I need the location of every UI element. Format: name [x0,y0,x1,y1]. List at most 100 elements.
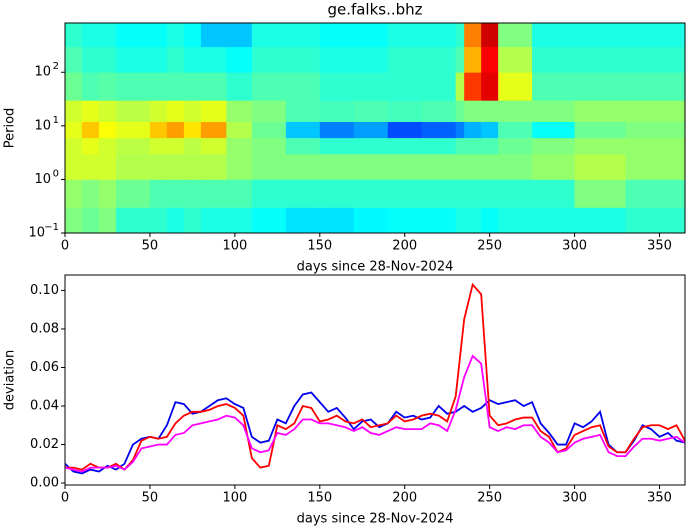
heatmap-cell [98,179,117,208]
heatmap-cell [353,46,389,73]
heatmap-cell [455,23,465,48]
heatmap-cell [574,46,626,73]
heatmap-cell [115,72,151,101]
data-line [65,391,685,475]
heatmap-cell [464,72,482,101]
heatmap-cell [115,153,151,180]
heatmap-cell [387,72,423,101]
heatmap-cell [421,179,457,208]
y-tick-exponent: 2 [53,61,59,72]
heatmap-cell [353,137,389,155]
heatmap-cell [285,46,321,73]
heatmap-cell [464,137,482,155]
heatmap-cell [532,153,575,180]
heatmap-cell [65,137,83,155]
heatmap-cell [464,153,482,180]
heatmap-cell [251,72,287,101]
heatmap-cell [319,23,355,48]
heatmap-cell [65,179,83,208]
heatmap-cell [574,121,626,139]
heatmap-cell [98,23,117,48]
heatmap-cell [532,179,575,208]
heatmap-cell [285,23,321,48]
heatmap-cell [353,72,389,101]
heatmap-cell [455,72,465,101]
heatmap-cell [200,137,227,155]
plot-area [65,282,685,475]
heatmap-cell [251,153,287,180]
heatmap-cell [387,100,423,122]
heatmap-cell [481,100,499,122]
heatmap-cell [81,137,100,155]
heatmap-cell [200,72,227,101]
heatmap-cell [455,100,465,122]
heatmap-cell [464,121,482,139]
heatmap-cell [251,137,287,155]
heatmap-cell [464,46,482,73]
heatmap-cell [81,179,100,208]
heatmap-cell [98,100,117,122]
heatmap-cell [455,153,465,180]
heatmap-cell [532,23,575,48]
heatmap-cell [319,46,355,73]
heatmap-cell [498,100,533,122]
x-tick-label: 300 [562,491,587,506]
heatmap-cell [200,179,227,208]
x-axis-label: days since 28-Nov-2024 [297,512,454,527]
heatmap-cell [200,23,227,48]
heatmap-cell [115,23,151,48]
heatmap-cell [285,137,321,155]
heatmap-cell [65,121,83,139]
heatmap-cell [115,179,151,208]
heatmap-cell [498,72,533,101]
heatmap-cell [464,207,482,233]
y-tick-exponent: 1 [53,115,59,126]
heatmap-cell [532,46,575,73]
heatmap-cell [183,137,202,155]
heatmap-cell [226,207,253,233]
heatmap-cell [115,207,151,233]
heatmap-cell [481,46,499,73]
heatmap-cell [319,207,355,233]
heatmap-cell [183,46,202,73]
heatmap-cell [183,121,202,139]
heatmap-cell [115,137,151,155]
heatmap-cell [115,121,151,139]
x-tick-label: 150 [307,239,332,254]
heatmap-cell [464,100,482,122]
heatmap-cell [421,23,457,48]
heatmap-cell [98,137,117,155]
y-tick-label: 0.02 [30,437,59,452]
heatmap-cell [166,137,185,155]
heatmap-cell [226,100,253,122]
y-tick-exponent: −1 [44,222,59,233]
heatmap-cell [65,46,83,73]
heatmap-cell [285,100,321,122]
heatmap-cell [574,179,626,208]
heatmap-cell [353,23,389,48]
heatmap-cell [353,121,389,139]
heatmap-cell [81,153,100,180]
heatmap-cell [625,72,685,101]
x-tick-label: 300 [562,239,587,254]
heatmap-cell [625,179,685,208]
x-tick-label: 200 [392,491,417,506]
heatmap-cell [421,137,457,155]
heatmap-cell [574,153,626,180]
heatmap-cell [166,121,185,139]
heatmap-cell [65,72,83,101]
heatmap-cell [455,179,465,208]
heatmap-cell [532,207,575,233]
heatmap-cell [115,100,151,122]
heatmap-cell [115,46,151,73]
y-tick-label: 0.08 [30,321,59,336]
heatmap-cell [498,179,533,208]
heatmap-cell [285,153,321,180]
heatmap-cell [166,207,185,233]
heatmap-cell [149,121,168,139]
heatmap-cell [251,100,287,122]
heatmap-cell [81,121,100,139]
heatmap-cell [81,100,100,122]
heatmap-cell [98,72,117,101]
